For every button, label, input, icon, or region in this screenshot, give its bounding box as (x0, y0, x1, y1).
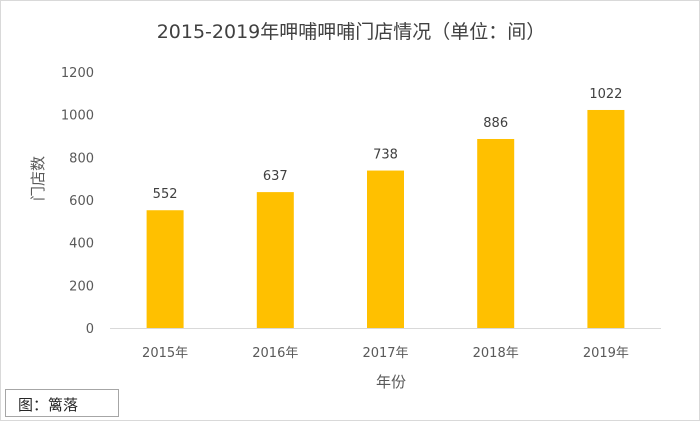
x-tick-label: 2015年 (142, 346, 188, 361)
data-label: 886 (483, 116, 508, 131)
caption-box: 图：篱落 (5, 389, 119, 417)
bar (367, 170, 404, 328)
x-tick-label: 2019年 (583, 346, 629, 361)
data-label: 1022 (589, 87, 622, 102)
bar (256, 192, 294, 328)
data-label: 552 (153, 187, 178, 202)
bar (477, 138, 515, 328)
y-tick-label: 400 (69, 237, 94, 252)
x-axis-label: 年份 (375, 373, 406, 391)
x-tick-label: 2017年 (362, 346, 408, 361)
y-tick-label: 1200 (61, 66, 94, 81)
x-tick-label: 2016年 (252, 346, 298, 361)
x-tick-label: 2018年 (473, 346, 519, 361)
y-tick-label: 600 (69, 194, 94, 209)
chart-title: 2015-2019年呷哺呷哺门店情况（单位：间） (156, 21, 546, 43)
data-label: 637 (263, 169, 288, 184)
data-label: 738 (373, 148, 398, 163)
bar (146, 210, 184, 328)
y-tick-label: 200 (69, 279, 94, 294)
y-tick-label: 0 (86, 322, 94, 337)
bar (587, 109, 625, 329)
y-tick-label: 1000 (61, 109, 94, 124)
y-tick-label: 800 (69, 151, 94, 166)
